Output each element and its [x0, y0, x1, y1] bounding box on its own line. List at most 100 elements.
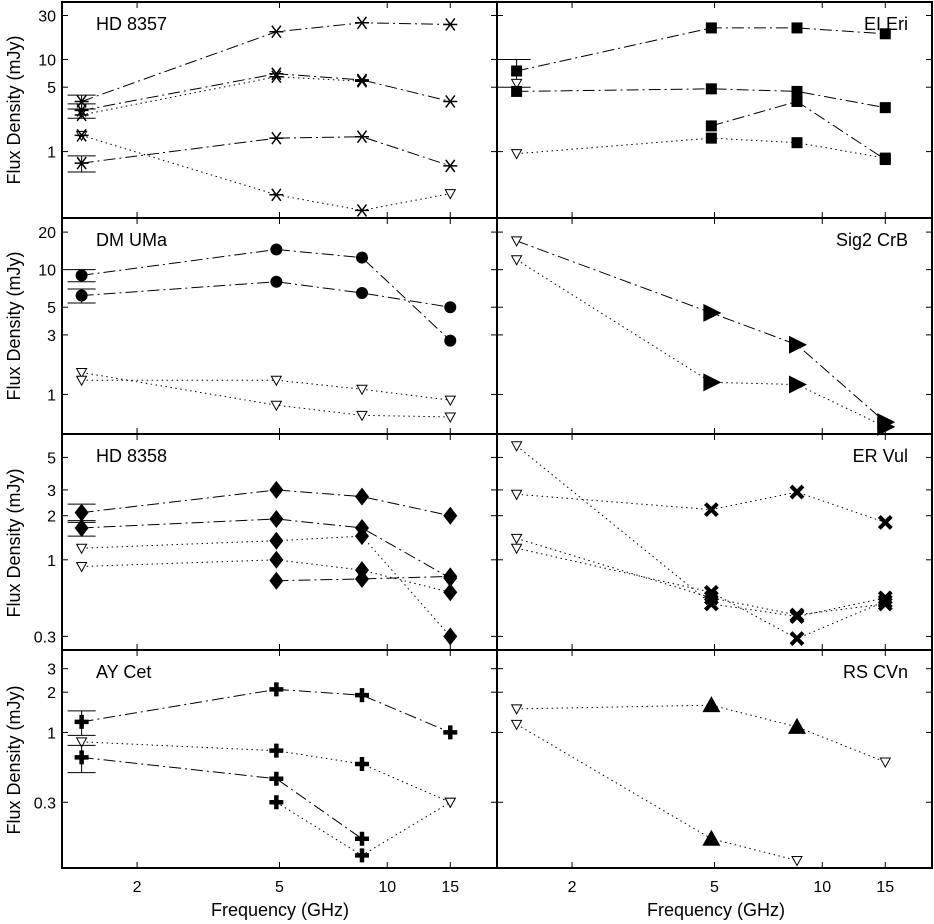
series-line: [81, 249, 451, 341]
data-point: [788, 335, 807, 354]
data-point: [705, 22, 717, 34]
y-tick-label: 2: [47, 509, 56, 526]
data-point: [789, 607, 805, 623]
data-point: [791, 855, 803, 867]
data-point: [510, 533, 523, 545]
series-line: [516, 259, 886, 428]
series-1: [510, 255, 896, 436]
data-point: [703, 373, 722, 392]
data-point: [269, 188, 284, 202]
series-1: [510, 719, 803, 867]
panel-frame: [496, 1, 933, 219]
series-1: [67, 275, 457, 314]
data-point: [443, 506, 458, 525]
data-point: [269, 682, 284, 697]
data-point: [75, 375, 88, 387]
panel-frame: [496, 649, 933, 869]
data-point: [703, 502, 719, 518]
y-tick-label: 10: [38, 52, 56, 69]
data-point: [879, 102, 891, 114]
data-point: [702, 696, 721, 713]
data-point: [74, 518, 89, 537]
data-point: [703, 584, 719, 600]
data-point: [877, 593, 893, 609]
y-tick-label: 0.3: [34, 795, 56, 812]
series-line: [516, 240, 886, 423]
data-point: [356, 384, 368, 396]
data-point: [443, 159, 458, 173]
y-tick-label: 2: [47, 685, 56, 702]
data-point: [74, 108, 89, 122]
y-tick-label: 1: [47, 387, 56, 404]
data-point: [791, 22, 803, 34]
data-point: [510, 489, 523, 501]
series-0: [510, 441, 893, 624]
data-point: [444, 301, 457, 314]
series-line: [81, 688, 451, 733]
data-point: [75, 737, 88, 748]
ylabel-row2: Flux Density (mJy): [4, 251, 24, 400]
data-point: [510, 78, 523, 90]
panel-title: DM UMa: [96, 230, 168, 250]
series-line: [276, 575, 451, 582]
data-point: [705, 120, 717, 132]
y-tick-label: 3: [47, 483, 56, 500]
series-line: [516, 137, 886, 159]
data-point: [269, 571, 284, 590]
y-tick-label: 3: [47, 662, 56, 679]
series-line: [81, 379, 451, 401]
data-point: [877, 514, 893, 530]
data-point: [354, 16, 369, 30]
series-1: [67, 509, 458, 588]
y-tick-label: 1: [47, 725, 56, 742]
data-point: [269, 480, 284, 499]
data-point: [789, 631, 805, 646]
series-3: [75, 550, 458, 602]
data-point: [269, 771, 284, 786]
data-point: [511, 65, 523, 77]
data-point: [705, 132, 717, 144]
panel-5: ER Vul: [496, 433, 933, 651]
panel-7: 2 5 10 15 RS CVn: [496, 649, 933, 896]
data-point: [703, 303, 722, 322]
y-tick-label: 5: [47, 80, 56, 97]
data-point: [510, 236, 523, 247]
data-point: [443, 17, 458, 31]
panel-title: ER Vul: [853, 446, 908, 466]
data-point: [355, 251, 368, 264]
y-tick-label: 1: [47, 145, 56, 162]
data-point: [879, 757, 892, 769]
series-4: [510, 132, 891, 164]
data-point: [444, 412, 457, 423]
series-line: [81, 535, 451, 637]
data-point: [877, 417, 896, 436]
data-point: [269, 531, 284, 550]
panel-1: EI Eri: [496, 1, 933, 219]
data-point: [354, 487, 369, 506]
panel-title: AY Cet: [96, 662, 151, 682]
data-point: [444, 189, 457, 200]
data-point: [791, 137, 803, 149]
series-1: [510, 484, 893, 530]
series-2: [511, 83, 891, 114]
panel-0: 1 5 10 30 HD 8357: [38, 1, 498, 219]
data-point: [443, 95, 458, 108]
data-point: [356, 410, 368, 422]
panel-frame: [496, 217, 933, 435]
data-point: [354, 831, 369, 846]
x-tick-label: 5: [710, 879, 719, 896]
panel-2: 1 3 5 10 20 DM UMa: [38, 217, 498, 435]
series-3: [269, 795, 457, 863]
data-point: [270, 400, 283, 412]
data-point: [443, 567, 458, 586]
series-line: [516, 547, 886, 640]
data-point: [270, 375, 283, 387]
x-tick-label: 10: [813, 879, 831, 896]
series-line: [81, 134, 451, 211]
x-tick-label: 10: [378, 879, 396, 896]
series-2: [75, 527, 458, 646]
panel-title: RS CVn: [843, 662, 908, 682]
data-point: [74, 750, 89, 765]
data-point: [510, 149, 523, 160]
series-line: [81, 76, 363, 116]
